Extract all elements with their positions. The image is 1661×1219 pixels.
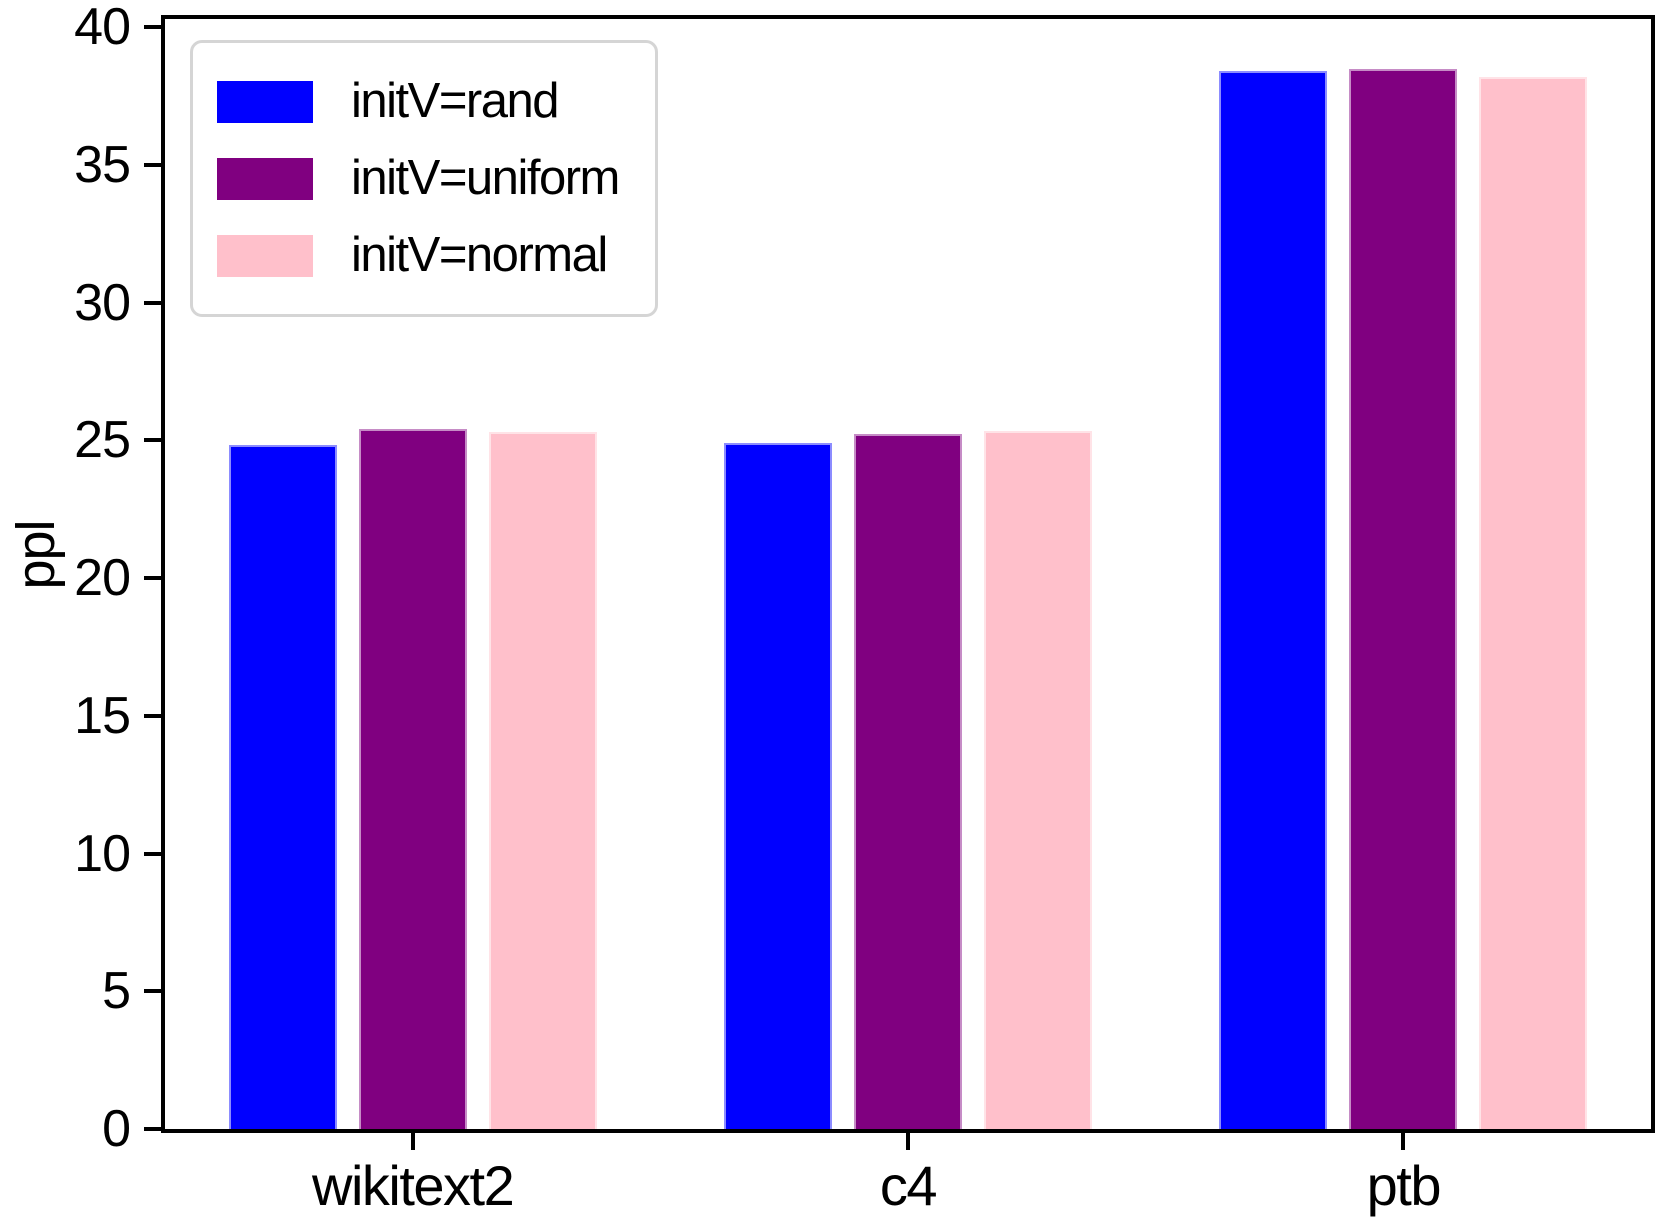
bar-ptb-initV=uniform xyxy=(1349,68,1458,1129)
x-tick-label-wikitext2: wikitext2 xyxy=(312,1154,515,1217)
y-tick-mark xyxy=(144,989,161,994)
legend-label: initV=uniform xyxy=(351,151,620,205)
bar-ptb-initV=normal xyxy=(1479,76,1588,1129)
y-tick-label: 35 xyxy=(74,135,131,194)
y-tick-label: 40 xyxy=(74,0,131,57)
bar-c4-initV=rand xyxy=(724,443,832,1129)
bar-wikitext2-initV=rand xyxy=(228,444,337,1129)
x-tick-mark xyxy=(1401,1133,1406,1150)
legend-item: initV=normal xyxy=(217,217,631,294)
y-tick-mark xyxy=(144,25,161,30)
y-tick-mark xyxy=(144,576,161,581)
legend-label: initV=normal xyxy=(351,228,608,282)
bar-c4-initV=uniform xyxy=(854,433,962,1129)
legend-item: initV=rand xyxy=(217,63,631,140)
y-tick-label: 25 xyxy=(74,411,131,470)
y-tick-mark xyxy=(144,1127,161,1131)
y-tick-mark xyxy=(144,713,161,718)
bar-wikitext2-initV=normal xyxy=(488,432,597,1129)
legend-item: initV=uniform xyxy=(217,140,631,217)
x-tick-mark xyxy=(410,1133,415,1150)
y-tick-label: 0 xyxy=(102,1100,131,1158)
bar-c4-initV=normal xyxy=(984,430,1092,1129)
x-tick-label-ptb: ptb xyxy=(1366,1154,1442,1217)
y-tick-label: 5 xyxy=(102,962,131,1021)
y-tick-mark xyxy=(144,438,161,443)
x-tick-mark xyxy=(906,1133,910,1150)
bar-wikitext2-initV=uniform xyxy=(358,429,467,1129)
y-tick-mark xyxy=(144,851,161,856)
y-tick-label: 20 xyxy=(74,549,131,608)
y-tick-label: 10 xyxy=(74,824,131,883)
plot-area: 0 5 10 15 20 25 30 35 40 wikitext2 c4 ptb xyxy=(74,1,1655,1216)
bar-ptb-initV=rand xyxy=(1219,71,1328,1129)
legend-swatch-initV=uniform xyxy=(217,157,313,200)
legend: initV=rand initV=uniform initV=normal xyxy=(190,40,658,317)
legend-swatch-initV=normal xyxy=(217,234,313,277)
legend-swatch-initV=rand xyxy=(217,80,313,123)
y-tick-mark xyxy=(144,300,161,305)
y-tick-mark xyxy=(144,162,161,167)
x-tick-label-c4: c4 xyxy=(879,1154,938,1217)
y-tick-label: 30 xyxy=(74,273,131,332)
y-tick-label: 15 xyxy=(74,686,131,745)
legend-label: initV=rand xyxy=(351,74,560,128)
